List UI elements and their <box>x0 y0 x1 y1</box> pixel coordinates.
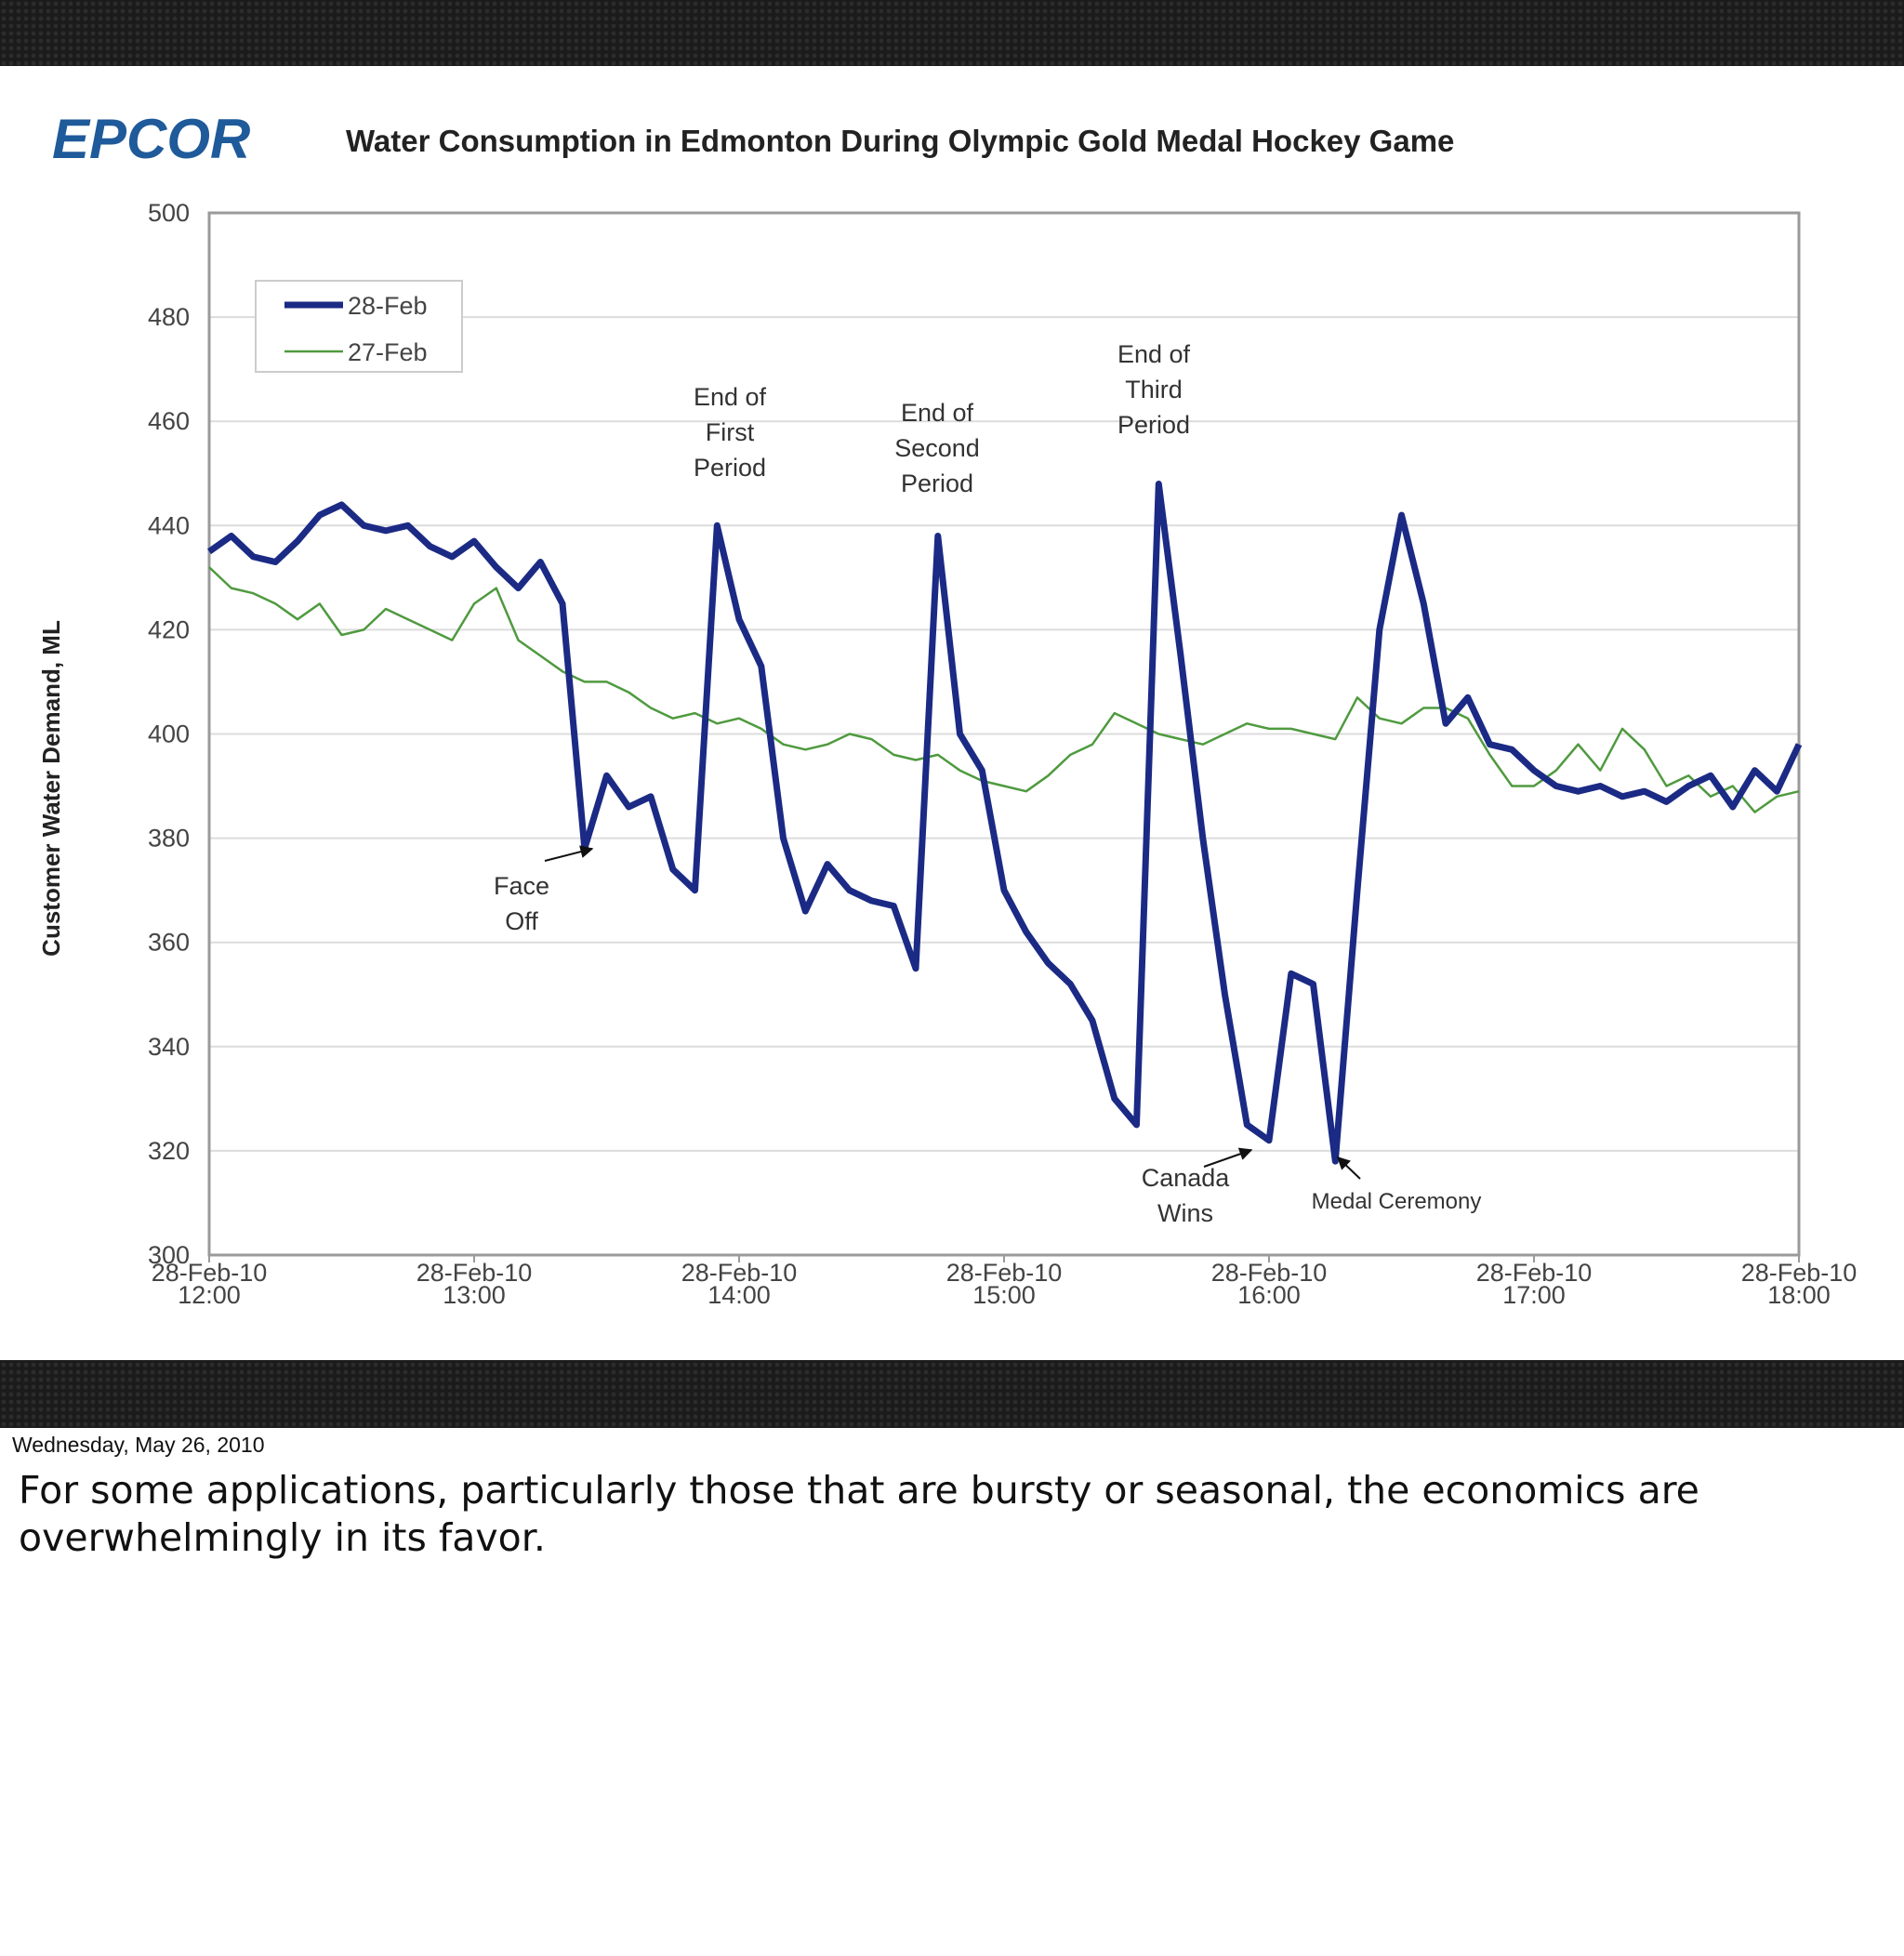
annotation: Face <box>494 872 549 900</box>
annotation-arrow <box>544 845 594 862</box>
y-tick-label: 480 <box>148 303 190 331</box>
annotation: Wins <box>1157 1199 1213 1227</box>
logo: EPCOR <box>52 108 250 170</box>
annotation: End of <box>901 399 974 427</box>
y-tick-label: 380 <box>148 825 190 852</box>
slide-area <box>0 66 1904 1360</box>
y-tick-label: 500 <box>148 199 190 227</box>
annotation-arrow <box>1336 1156 1361 1180</box>
x-tick-label: 28-Feb-10 13:00 <box>416 1259 533 1309</box>
x-tick-label: 28-Feb-10 12:00 <box>152 1259 268 1309</box>
x-tick-label: 28-Feb-10 14:00 <box>681 1259 798 1309</box>
bottom-band <box>0 1360 1904 1428</box>
y-axis-label: Customer Water Demand, ML <box>37 620 65 957</box>
legend-label: 27-Feb <box>348 338 428 366</box>
caption-line: overwhelmingly in its favor. <box>19 1515 546 1560</box>
legend-box <box>255 280 463 373</box>
annotation: Third <box>1125 376 1183 403</box>
y-tick-label: 360 <box>148 929 190 957</box>
data-line <box>206 481 1803 1165</box>
x-tick-label: 28-Feb-10 15:00 <box>946 1259 1063 1309</box>
top-band <box>0 0 1904 66</box>
y-tick-label: 420 <box>148 615 190 643</box>
annotation: Period <box>694 454 766 482</box>
x-tick-label: 28-Feb-10 16:00 <box>1211 1259 1328 1309</box>
y-tick-label: 320 <box>148 1137 190 1165</box>
legend-label: 28-Feb <box>348 292 428 320</box>
annotation: Off <box>505 907 538 935</box>
annotation: End of <box>1117 340 1191 368</box>
x-tick-label: 28-Feb-10 18:00 <box>1741 1259 1858 1309</box>
y-tick-label: 340 <box>148 1033 190 1061</box>
annotation: Canada <box>1142 1164 1231 1192</box>
slide-date: Wednesday, May 26, 2010 <box>12 1433 265 1457</box>
annotation-arrow <box>1203 1147 1253 1168</box>
data-line <box>208 566 1800 813</box>
annotation: Period <box>901 469 973 497</box>
chart: 300 320 340 360 380 400 420 440 460 480 500 28-Feb-… <box>148 199 1857 1309</box>
x-tick-label: 28-Feb-10 17:00 <box>1476 1259 1593 1309</box>
annotation: Medal Ceremony <box>1312 1189 1482 1214</box>
caption-line: For some applications, particularly thos… <box>19 1468 1699 1513</box>
y-tick-label: 460 <box>148 407 190 435</box>
chart-title: Water Consumption in Edmonton During Oly… <box>346 124 1454 158</box>
annotation: Second <box>894 434 980 462</box>
y-tick-label: 440 <box>148 511 190 539</box>
y-tick-label: 300 <box>148 1241 190 1269</box>
annotation: Period <box>1117 411 1190 439</box>
y-tick-label: 400 <box>148 720 190 748</box>
annotation: End of <box>694 383 767 411</box>
annotation: First <box>706 418 755 446</box>
